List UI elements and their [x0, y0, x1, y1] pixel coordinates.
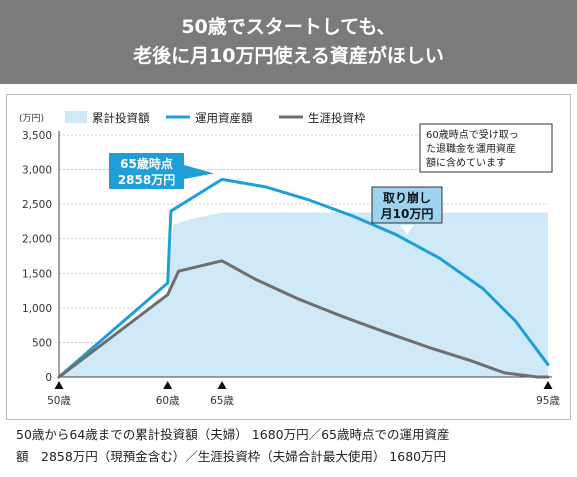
line-layer [57, 177, 550, 379]
y-unit-label: (万円) [19, 113, 44, 124]
chart: 0 500 1,000 1,500 2,000 2,500 3,000 3,500 (万円) 50… [19, 111, 560, 407]
withdraw-callout-line-1: 取り崩し [383, 190, 431, 205]
title-banner: 50歳でスタートしても、 老後に月10万円使える資産がほしい [0, 0, 577, 84]
line-portfolio-value [57, 177, 550, 379]
legend-swatch-area [65, 111, 87, 123]
legend-label-portfolio: 運用資産額 [195, 111, 253, 125]
caption-line-1: 50歳から64歳までの累計投資額（夫婦） 1680万円／65歳時点での運用資産 [16, 427, 450, 442]
title-line-2: 老後に月10万円使える資産がほしい [133, 45, 444, 67]
peak-callout-line-1: 65歳時点 [120, 156, 173, 171]
legend: 累計投資額 運用資産額 生涯投資枠 [65, 111, 366, 125]
y-tick-label: 1,000 [22, 303, 52, 315]
y-tick-label: 0 [45, 372, 52, 384]
y-tick-label: 2,000 [22, 234, 52, 246]
x-tick-label: 50歳 [47, 395, 71, 407]
area-layer [59, 212, 548, 377]
y-tick-label: 500 [32, 337, 52, 349]
y-tick-label: 3,000 [22, 165, 52, 177]
peak-callout-line-2: 2858万円 [118, 173, 175, 187]
line-lifetime-investment-limit [57, 259, 550, 379]
y-tick-label: 2,500 [22, 199, 52, 211]
chart-frame: 0 500 1,000 1,500 2,000 2,500 3,000 3,500 (万円) 50… [6, 94, 571, 420]
legend-label-lifetime: 生涯投資枠 [308, 111, 366, 125]
x-tick-label: 65歳 [210, 395, 234, 407]
withdraw-callout-box [371, 186, 443, 224]
note-line: 60歳時点で受け取っ [426, 129, 519, 141]
note-line: た退職金を運用資産 [426, 142, 516, 155]
area-cumulative-investment [59, 212, 548, 377]
caption-line-2: 額 2858万円（現預金含む）／生涯投資枠（夫婦合計最大使用） 1680万円 [16, 449, 447, 464]
x-tick-marker [217, 381, 227, 389]
note-box [419, 123, 553, 173]
title-line-1: 50歳でスタートしても、 [181, 16, 396, 38]
y-tick-label: 3,500 [22, 130, 52, 142]
x-tick-marker [54, 381, 64, 389]
peak-callout-pointer [184, 165, 214, 179]
x-tick-label: 60歳 [156, 395, 180, 407]
legend-label-cumulative: 累計投資額 [92, 111, 150, 125]
x-tick-marker [163, 381, 173, 389]
x-tick-marker [543, 381, 553, 389]
withdraw-callout-line-2: 月10万円 [380, 207, 434, 221]
x-tick-label: 95歳 [536, 395, 560, 407]
y-tick-label: 1,500 [22, 268, 52, 280]
withdraw-arrow-icon [400, 225, 414, 234]
axes: 0 500 1,000 1,500 2,000 2,500 3,000 3,500 (万円) 50… [19, 113, 560, 407]
note-line: 額に含めています [426, 156, 506, 169]
peak-callout-box [109, 153, 184, 189]
caption: 50歳から64歳までの累計投資額（夫婦） 1680万円／65歳時点での運用資産 … [16, 424, 564, 468]
